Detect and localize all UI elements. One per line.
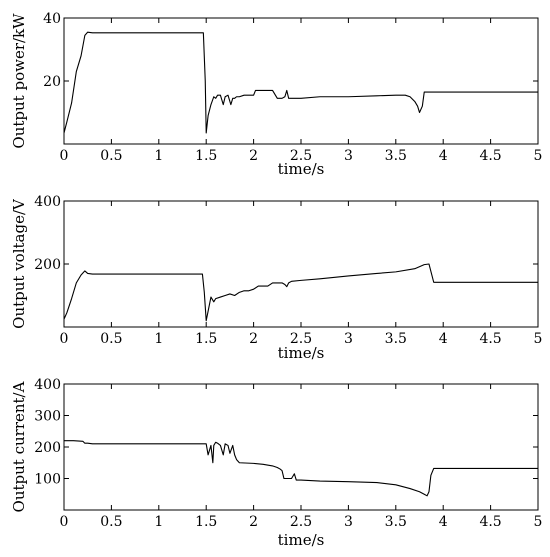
x-tick-label: 2.5 <box>290 148 312 164</box>
x-tick-label: 5 <box>534 331 543 347</box>
y-tick-label: 100 <box>34 472 61 488</box>
chart-output-current: 0 0.5 1 1.5 2 2.5 3 3.5 4 4.5 5 100 200 300 400 time/… <box>10 377 542 549</box>
chart-output-voltage: 0 0.5 1 1.5 2 2.5 3 3.5 4 4.5 5 200 400 time/s Outp… <box>10 194 542 362</box>
y-ticks-voltage: 200 400 <box>34 194 538 273</box>
y-tick-label: 40 <box>43 11 61 27</box>
x-tick-label: 0 <box>60 331 69 347</box>
x-tick-label: 2 <box>249 331 258 347</box>
x-tick-label: 0 <box>60 148 69 164</box>
y-tick-label: 400 <box>34 194 61 210</box>
x-tick-label: 0.5 <box>100 514 122 530</box>
x-tick-label: 2 <box>249 514 258 530</box>
x-tick-label: 2.5 <box>290 331 312 347</box>
y-axis-label-power: Output power/kW <box>10 13 28 149</box>
x-tick-label: 1.5 <box>195 514 217 530</box>
series-line-current <box>64 440 538 497</box>
plot-frame-current <box>63 383 539 511</box>
y-tick-label: 200 <box>34 257 61 273</box>
x-tick-label: 1.5 <box>195 148 217 164</box>
x-tick-label: 4.5 <box>479 148 501 164</box>
plot-frame-power <box>63 17 539 145</box>
x-tick-label: 4.5 <box>479 331 501 347</box>
x-axis-label-current: time/s <box>278 531 325 549</box>
x-ticks-voltage: 0 0.5 1 1.5 2 2.5 3 3.5 4 4.5 5 <box>60 201 543 347</box>
x-tick-label: 4 <box>439 331 448 347</box>
x-ticks-power: 0 0.5 1 1.5 2 2.5 3 3.5 4 4.5 5 <box>60 18 543 164</box>
x-tick-label: 1.5 <box>195 331 217 347</box>
x-tick-label: 5 <box>534 514 543 530</box>
x-tick-label: 0.5 <box>100 148 122 164</box>
x-axis-label-voltage: time/s <box>278 344 325 362</box>
y-tick-label: 300 <box>34 409 61 425</box>
x-tick-label: 0 <box>60 514 69 530</box>
y-tick-label: 400 <box>34 377 61 393</box>
x-tick-label: 2.5 <box>290 514 312 530</box>
x-tick-label: 3.5 <box>385 148 407 164</box>
x-tick-label: 1 <box>154 514 163 530</box>
x-tick-label: 3 <box>344 331 353 347</box>
x-tick-label: 3.5 <box>385 514 407 530</box>
x-tick-label: 1 <box>154 331 163 347</box>
y-axis-label-current: Output current/A <box>10 381 28 512</box>
x-tick-label: 3 <box>344 514 353 530</box>
x-tick-label: 5 <box>534 148 543 164</box>
x-tick-label: 2 <box>249 148 258 164</box>
series-line-power <box>63 31 538 134</box>
x-tick-label: 3.5 <box>385 331 407 347</box>
series-line-voltage <box>63 263 538 322</box>
x-tick-label: 1 <box>154 148 163 164</box>
x-axis-label-power: time/s <box>278 160 325 178</box>
x-ticks-current: 0 0.5 1 1.5 2 2.5 3 3.5 4 4.5 5 <box>60 384 543 530</box>
y-ticks-current: 100 200 300 400 <box>34 377 538 488</box>
y-axis-label-voltage: Output voltage/V <box>10 198 28 329</box>
x-tick-label: 0.5 <box>100 331 122 347</box>
x-tick-label: 4 <box>439 514 448 530</box>
x-tick-label: 4 <box>439 148 448 164</box>
x-tick-label: 3 <box>344 148 353 164</box>
y-tick-label: 20 <box>43 74 61 90</box>
y-tick-label: 200 <box>34 440 61 456</box>
plot-frame-voltage <box>63 200 539 328</box>
x-tick-label: 4.5 <box>479 514 501 530</box>
